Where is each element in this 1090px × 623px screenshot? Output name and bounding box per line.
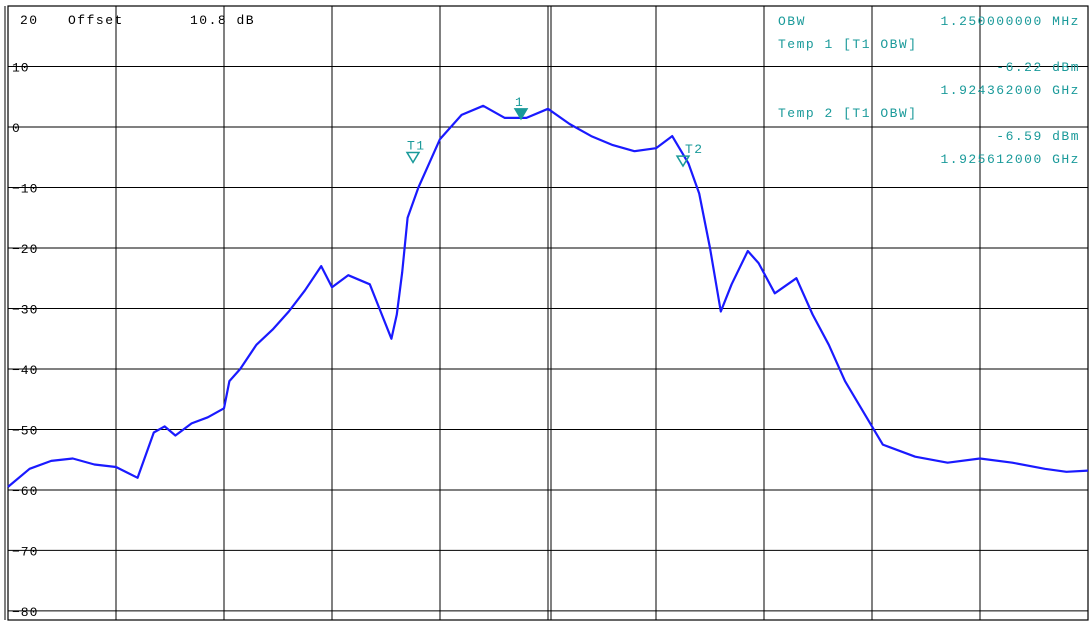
marker-t2-label: T2 <box>685 142 704 157</box>
markers: 1 T1 T2 <box>405 95 704 168</box>
y-tick-label: −70 <box>12 544 38 559</box>
y-tick-label: −40 <box>12 363 38 378</box>
y-tick-label: −50 <box>12 423 38 438</box>
y-tick-label: −80 <box>12 605 38 620</box>
y-tick-label: −60 <box>12 484 38 499</box>
y-tick-label: 0 <box>12 121 21 136</box>
temp2-level: -6.59 dBm <box>996 129 1080 144</box>
obw-label: OBW <box>778 14 806 29</box>
y-tick-label: −30 <box>12 302 38 317</box>
obw-value: 1.250000000 MHz <box>940 14 1080 29</box>
y-tick-label: −10 <box>12 181 38 196</box>
y-tick-label: −20 <box>12 242 38 257</box>
marker-t1-triangle <box>405 151 421 164</box>
temp1-freq: 1.924362000 GHz <box>940 83 1080 98</box>
y-axis-tick-labels: 10 0 −10 −20 −30 −40 −50 −60 −70 −80 <box>12 60 38 620</box>
marker-t1-label: T1 <box>407 138 426 153</box>
y-tick-label: 10 <box>12 60 30 75</box>
temp2-label: Temp 2 [T1 OBW] <box>778 106 918 121</box>
offset-value: 10.8 dB <box>190 13 255 28</box>
ref-level-label: 20 <box>20 13 39 28</box>
temp2-freq: 1.925612000 GHz <box>940 152 1080 167</box>
marker-1-triangle <box>513 108 529 121</box>
offset-label: Offset <box>68 13 124 28</box>
spectrum-trace <box>7 104 1089 488</box>
grid-lines <box>4 5 1089 621</box>
marker-1-label: 1 <box>515 95 524 110</box>
marker-t2-triangle <box>675 155 691 168</box>
temp1-label: Temp 1 [T1 OBW] <box>778 37 918 52</box>
temp1-level: -6.22 dBm <box>996 60 1080 75</box>
